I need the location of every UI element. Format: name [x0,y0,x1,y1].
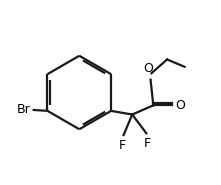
Text: O: O [176,99,186,112]
Text: O: O [143,62,153,75]
Text: Br: Br [17,103,31,116]
Text: F: F [118,139,126,152]
Text: F: F [144,137,151,150]
